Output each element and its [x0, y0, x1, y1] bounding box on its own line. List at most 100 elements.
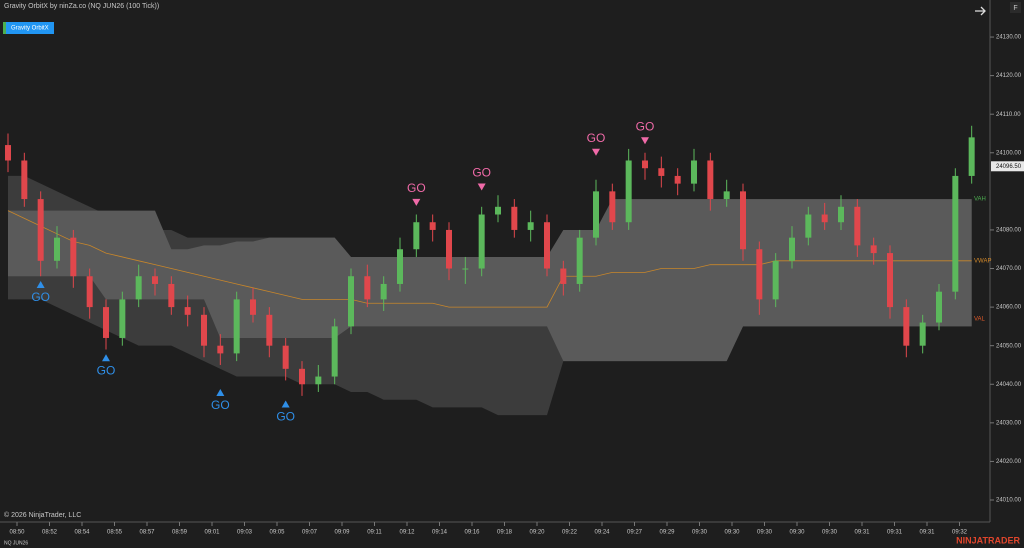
brand: NINJATRADER — [956, 535, 1020, 545]
signal-arrow — [477, 183, 486, 191]
signal-label: GO — [407, 181, 426, 195]
x-tick-label: 09:05 — [269, 530, 285, 536]
signal-arrow — [281, 400, 290, 408]
x-tick-label: 09:18 — [497, 530, 513, 536]
candle-body — [887, 253, 893, 308]
x-tick-label: 09:07 — [302, 530, 318, 536]
candle-body — [380, 283, 387, 300]
candle-body — [478, 214, 485, 269]
signal-label: GO — [276, 410, 295, 424]
vwap-line — [7, 210, 972, 308]
candle-body — [119, 299, 126, 338]
indicator-button[interactable] — [3, 22, 54, 34]
x-tick-label: 09:09 — [334, 530, 350, 536]
y-tick-label: 24100.00 — [996, 150, 1022, 156]
candle-body — [772, 260, 779, 300]
button-accent — [3, 22, 6, 34]
candle-body — [103, 307, 109, 338]
candle-body — [364, 276, 371, 300]
menu-box[interactable] — [1010, 2, 1021, 13]
candle-body — [805, 214, 812, 238]
candle-body — [184, 307, 191, 315]
candle-body — [756, 249, 763, 300]
candle-body — [968, 137, 975, 176]
y-tick-label: 24030.00 — [996, 420, 1022, 426]
candle-body — [446, 229, 452, 269]
arrow-icon[interactable] — [975, 6, 986, 16]
candle-body — [54, 237, 60, 261]
x-tick-label: 08:52 — [42, 530, 58, 536]
candle-body — [870, 245, 877, 254]
candle-body — [609, 191, 616, 223]
y-tick-label: 24010.00 — [996, 498, 1022, 504]
candle-body — [201, 314, 207, 346]
candle-body — [527, 222, 534, 230]
value-area — [8, 199, 972, 362]
candle-body — [642, 160, 648, 169]
y-tick-label: 24120.00 — [996, 73, 1022, 79]
signal-label: GO — [587, 131, 606, 145]
candle-body — [838, 206, 844, 223]
candle-body — [315, 376, 322, 385]
candle-body — [5, 145, 11, 161]
plot: GO GO GO GO GO GO GO GO — [5, 119, 975, 424]
x-tick-label: 09:22 — [562, 530, 578, 536]
candle-body — [625, 160, 632, 223]
x-tick-label: 09:27 — [627, 530, 643, 536]
copyright: © 2026 NinjaTrader, LLC — [4, 511, 81, 519]
candle-body — [723, 191, 730, 200]
candle-body — [821, 214, 828, 223]
y-tick-label: 24060.00 — [996, 305, 1022, 311]
candle-body — [413, 222, 420, 250]
signal-arrow — [641, 137, 649, 145]
signal-label: GO — [472, 166, 491, 180]
signal-arrow — [102, 354, 110, 362]
candle-body — [217, 345, 224, 354]
signal-arrow — [36, 280, 45, 288]
candle-body — [397, 249, 403, 284]
instrument: NQ JUN26 — [4, 540, 28, 546]
x-tick-label: 08:50 — [9, 530, 25, 536]
y-tick-label: 24110.00 — [996, 112, 1021, 118]
x-tick-label: 09:30 — [692, 530, 708, 536]
y-tick-label: 24020.00 — [996, 459, 1022, 465]
level-label: VWAP — [974, 258, 991, 264]
candle-body — [21, 160, 28, 200]
candle-body — [854, 206, 861, 246]
candle-body — [691, 160, 697, 184]
candle-body — [495, 206, 501, 215]
candle-body — [952, 175, 959, 292]
candle-body — [331, 326, 338, 377]
x-tick-label: 08:57 — [139, 530, 155, 536]
signal-arrow — [592, 148, 600, 156]
candle-body — [740, 191, 746, 250]
candle-body — [544, 222, 550, 269]
button-label[interactable]: Gravity OrbitX — [11, 26, 49, 32]
signal-label: GO — [31, 290, 50, 304]
x-tick-label: 08:54 — [74, 530, 90, 536]
x-tick-label: 09:30 — [757, 530, 773, 536]
candle-body — [37, 199, 44, 261]
x-tick-label: 09:31 — [887, 530, 903, 536]
candle-body — [135, 276, 142, 300]
candle-body — [674, 175, 681, 184]
signal-label: GO — [211, 398, 230, 412]
last-price-label: 24096.50 — [996, 164, 1022, 170]
candle-body — [348, 276, 354, 327]
title: Gravity OrbitX by ninZa.co (NQ JUN26 (10… — [4, 3, 159, 10]
candle-body — [152, 276, 158, 284]
menu-label[interactable]: F — [1013, 5, 1017, 12]
y-tick-label: 24070.00 — [996, 266, 1022, 272]
candle-body — [576, 237, 583, 284]
candle-body — [658, 168, 665, 176]
candle-body — [789, 237, 795, 261]
candle-body — [168, 283, 175, 308]
x-tick-label: 09:01 — [204, 530, 220, 536]
x-tick-label: 09:14 — [432, 530, 448, 536]
x-tick-label: 09:31 — [919, 530, 935, 536]
signal-label: GO — [636, 119, 655, 133]
candle-body — [86, 276, 93, 308]
signal-label: GO — [97, 363, 116, 377]
y-tick-label: 24130.00 — [996, 35, 1022, 41]
